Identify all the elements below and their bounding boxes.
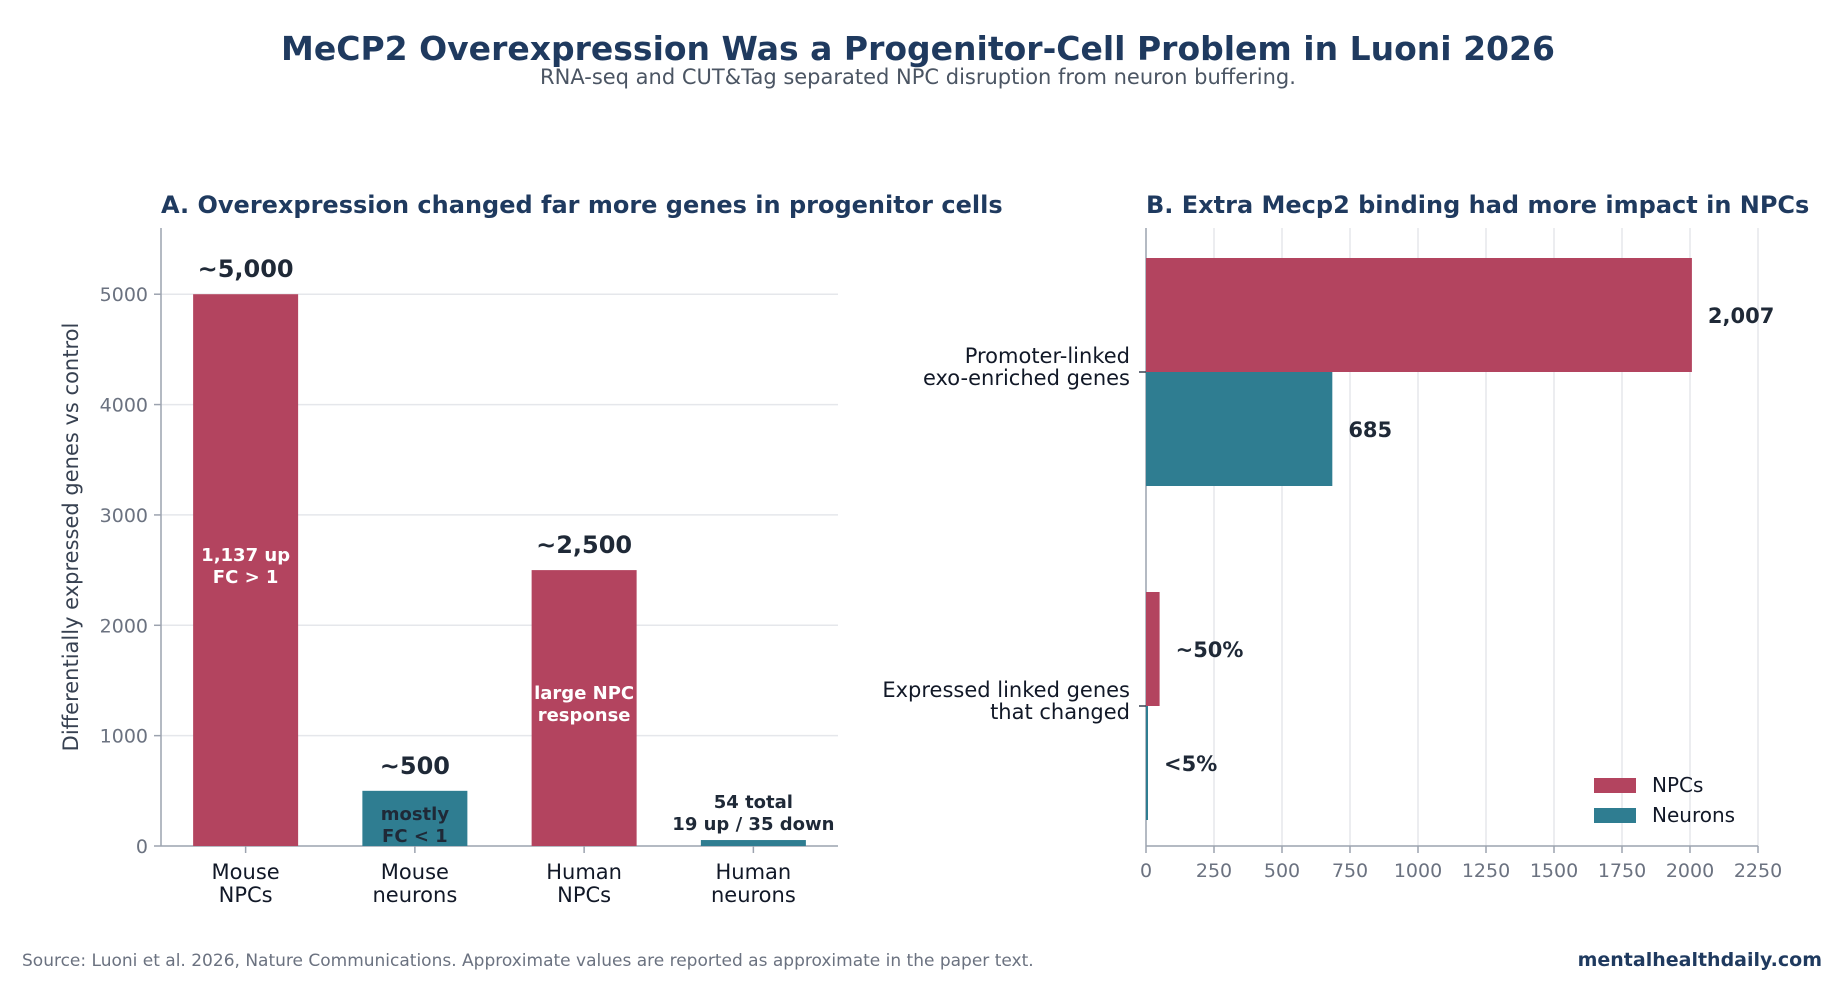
bar-npcs-0 bbox=[1146, 258, 1692, 372]
x-tick-label: Human neurons bbox=[711, 860, 796, 907]
bar-neurons-1 bbox=[1146, 706, 1148, 820]
bar-inner-label: mostly FC < 1 bbox=[381, 804, 450, 847]
value-label: 685 bbox=[1348, 418, 1392, 442]
y-tick-label: 0 bbox=[136, 836, 148, 858]
value-label: ~500 bbox=[380, 752, 450, 780]
figure-title: MeCP2 Overexpression Was a Progenitor-Ce… bbox=[281, 29, 1555, 68]
x-tick-label: 2000 bbox=[1666, 860, 1714, 882]
bar-inner-label: 1,137 up FC > 1 bbox=[201, 545, 290, 588]
x-tick-label: 1750 bbox=[1598, 860, 1646, 882]
bar-mouse-neurons bbox=[362, 790, 468, 846]
y-tick-label: 3000 bbox=[100, 505, 148, 527]
value-label: <5% bbox=[1164, 752, 1217, 776]
panel-a-de-genes-chart: A. Overexpression changed far more genes… bbox=[59, 191, 1003, 907]
y-tick-label: Promoter-linked exo-enriched genes bbox=[923, 344, 1130, 390]
y-tick-label: 2000 bbox=[100, 615, 148, 637]
panel-b-binding-chart: B. Extra Mecp2 binding had more impact i… bbox=[882, 191, 1809, 882]
value-label: ~5,000 bbox=[198, 255, 294, 283]
x-tick-label: 750 bbox=[1332, 860, 1368, 882]
bar-npcs-1 bbox=[1146, 592, 1160, 706]
legend-label-npcs: NPCs bbox=[1652, 773, 1703, 797]
bar-annotation: 54 total 19 up / 35 down bbox=[672, 792, 834, 835]
y-tick-label: 5000 bbox=[100, 284, 148, 306]
value-label: 2,007 bbox=[1708, 304, 1774, 328]
panel-a-title: A. Overexpression changed far more genes… bbox=[161, 191, 1003, 219]
x-tick-label: 0 bbox=[1140, 860, 1152, 882]
brand-credit: mentalhealthdaily.com bbox=[1578, 949, 1822, 971]
figure-subtitle: RNA-seq and CUT&Tag separated NPC disrup… bbox=[540, 65, 1296, 89]
x-tick-label: 1500 bbox=[1530, 860, 1578, 882]
bar-inner-label: large NPC response bbox=[534, 683, 634, 726]
value-label: ~50% bbox=[1176, 638, 1244, 662]
y-axis-label: Differentially expressed genes vs contro… bbox=[59, 323, 83, 752]
x-tick-label: 1000 bbox=[1394, 860, 1442, 882]
y-tick-label: 1000 bbox=[100, 726, 148, 748]
x-tick-label: 250 bbox=[1196, 860, 1232, 882]
value-label: ~2,500 bbox=[536, 531, 632, 559]
bar-mouse-npcs bbox=[193, 294, 299, 846]
x-tick-label: 1250 bbox=[1462, 860, 1510, 882]
x-tick-label: Mouse NPCs bbox=[212, 860, 280, 907]
x-tick-label: Human NPCs bbox=[546, 860, 622, 907]
y-tick-label: 4000 bbox=[100, 395, 148, 417]
legend: NPCs Neurons bbox=[1594, 773, 1735, 827]
source-note: Source: Luoni et al. 2026, Nature Commun… bbox=[22, 951, 1034, 971]
y-tick-label: Expressed linked genes that changed bbox=[882, 678, 1130, 724]
panel-b-title: B. Extra Mecp2 binding had more impact i… bbox=[1146, 191, 1809, 219]
legend-swatch-neurons bbox=[1594, 808, 1636, 823]
x-tick-label: 2250 bbox=[1734, 860, 1782, 882]
legend-label-neurons: Neurons bbox=[1652, 803, 1735, 827]
x-tick-label: 500 bbox=[1264, 860, 1300, 882]
bar-human-neurons bbox=[700, 840, 806, 846]
x-tick-label: Mouse neurons bbox=[372, 860, 457, 907]
legend-swatch-npcs bbox=[1594, 778, 1636, 793]
bar-neurons-0 bbox=[1146, 372, 1333, 486]
bar-human-npcs bbox=[531, 570, 637, 846]
